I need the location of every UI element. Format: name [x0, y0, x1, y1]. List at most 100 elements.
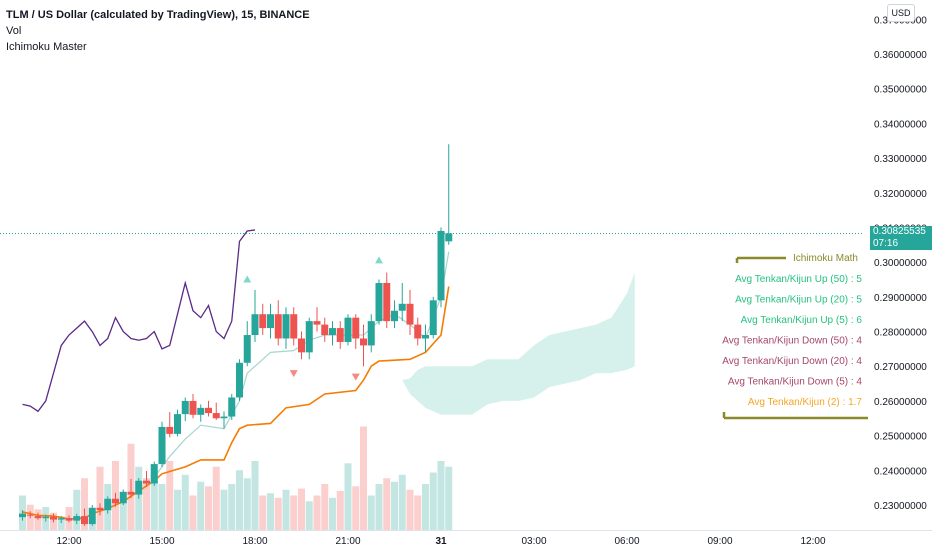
- volume-bar: [73, 489, 81, 530]
- candle: [127, 478, 135, 499]
- x-tick-label: 15:00: [149, 536, 174, 547]
- candle-body: [305, 321, 313, 353]
- y-tick-label: 0.32000000: [874, 189, 927, 200]
- symbol-title[interactable]: TLM / US Dollar (calculated by TradingVi…: [6, 9, 310, 21]
- candle-body: [406, 303, 414, 325]
- candle: [329, 321, 336, 346]
- candle: [166, 412, 174, 438]
- volume-bar: [243, 478, 251, 530]
- candle: [305, 317, 313, 360]
- candle-body: [274, 314, 282, 339]
- candle-body: [398, 303, 406, 311]
- candle-body: [81, 516, 88, 525]
- candle-body: [189, 400, 197, 415]
- table-row-text: Avg Tenkan/Kijun (2) : 1.7: [748, 397, 863, 408]
- candle: [88, 505, 96, 526]
- candle-body: [42, 516, 50, 519]
- volume-bar: [352, 486, 360, 530]
- candle: [445, 144, 453, 245]
- volume-bar: [166, 461, 174, 530]
- volume-bar: [220, 489, 228, 530]
- chart-legend: TLM / US Dollar (calculated by TradingVi…: [6, 7, 310, 55]
- candle-body: [26, 514, 34, 516]
- x-tick-label: 31: [435, 536, 447, 547]
- volume-bar: [313, 495, 321, 530]
- candle: [119, 489, 127, 505]
- volume-bar: [414, 495, 422, 530]
- candle: [42, 514, 50, 522]
- volume-bar: [212, 466, 220, 530]
- candle-body: [251, 314, 259, 336]
- currency-button[interactable]: USD: [887, 4, 915, 22]
- volume-bar: [329, 497, 336, 530]
- candle-body: [57, 518, 65, 520]
- table-row-text: Avg Tenkan/Kijun Up (50) : 5: [735, 274, 862, 285]
- candle: [429, 296, 437, 339]
- volume-bar: [236, 470, 243, 530]
- candle: [96, 503, 104, 516]
- candle-body: [321, 324, 329, 336]
- candle-body: [88, 507, 96, 525]
- candle: [104, 496, 112, 514]
- volume-bar: [398, 474, 406, 530]
- x-tick-label: 21:00: [335, 536, 360, 547]
- candle-body: [220, 416, 228, 419]
- y-tick-label: 0.30000000: [874, 258, 927, 269]
- volume-bar: [298, 488, 305, 530]
- volume-bar: [96, 466, 104, 530]
- candle: [158, 421, 166, 467]
- candle: [205, 400, 212, 417]
- volume-bar: [81, 478, 88, 530]
- volume-bar: [360, 426, 367, 530]
- volume-bar: [383, 478, 391, 530]
- candle: [34, 512, 42, 520]
- candle: [112, 492, 119, 507]
- y-tick-label: 0.27000000: [874, 362, 927, 373]
- candle: [212, 402, 220, 421]
- volume-bar: [57, 516, 65, 530]
- tenkan-line-group: [153, 251, 450, 478]
- volume-bar: [391, 481, 398, 530]
- y-tick-label: 0.24000000: [874, 466, 927, 477]
- table-row-text: Avg Tenkan/Kijun Up (20) : 5: [735, 295, 862, 306]
- volume-indicator-label[interactable]: Vol: [6, 25, 22, 37]
- candle-body: [34, 516, 42, 519]
- buy-signal-marker: [243, 275, 252, 283]
- volume-bar: [181, 474, 189, 530]
- candle-body: [65, 518, 73, 521]
- y-tick-label: 0.36000000: [874, 50, 927, 61]
- volume-bar: [445, 466, 453, 530]
- candle-body: [50, 516, 57, 520]
- candle-body: [135, 480, 143, 495]
- ichimoku-indicator-label[interactable]: Ichimoku Master: [6, 41, 87, 53]
- candle: [406, 289, 414, 336]
- candle-body: [112, 498, 119, 504]
- candle: [398, 282, 406, 322]
- x-tick-label: 09:00: [707, 536, 732, 547]
- candle-body: [19, 513, 26, 518]
- candle-body: [437, 230, 445, 301]
- candle-body: [166, 426, 174, 434]
- volume-bar: [251, 461, 259, 530]
- candle: [313, 307, 321, 332]
- candle: [236, 359, 243, 401]
- volume-bars: [19, 426, 453, 530]
- candle-body: [119, 491, 127, 504]
- table-row-text: Avg Tenkan/Kijun Down (5) : 4: [728, 377, 863, 388]
- volume-bar: [282, 489, 290, 530]
- volume-bar: [305, 501, 313, 530]
- chikou-line: [22, 229, 256, 413]
- candle: [383, 272, 391, 329]
- table-row-text: Avg Tenkan/Kijun Up (5) : 6: [741, 315, 863, 326]
- x-tick-label: 18:00: [242, 536, 267, 547]
- x-tick-label: 12:00: [56, 536, 81, 547]
- table-title: Ichimoku Math: [793, 253, 858, 264]
- candle-body: [197, 407, 205, 415]
- y-tick-label: 0.29000000: [874, 293, 927, 304]
- candle-body: [313, 321, 321, 325]
- volume-bar: [290, 495, 298, 530]
- volume-bar: [143, 478, 150, 530]
- candle: [367, 314, 375, 353]
- candle-body: [336, 328, 344, 342]
